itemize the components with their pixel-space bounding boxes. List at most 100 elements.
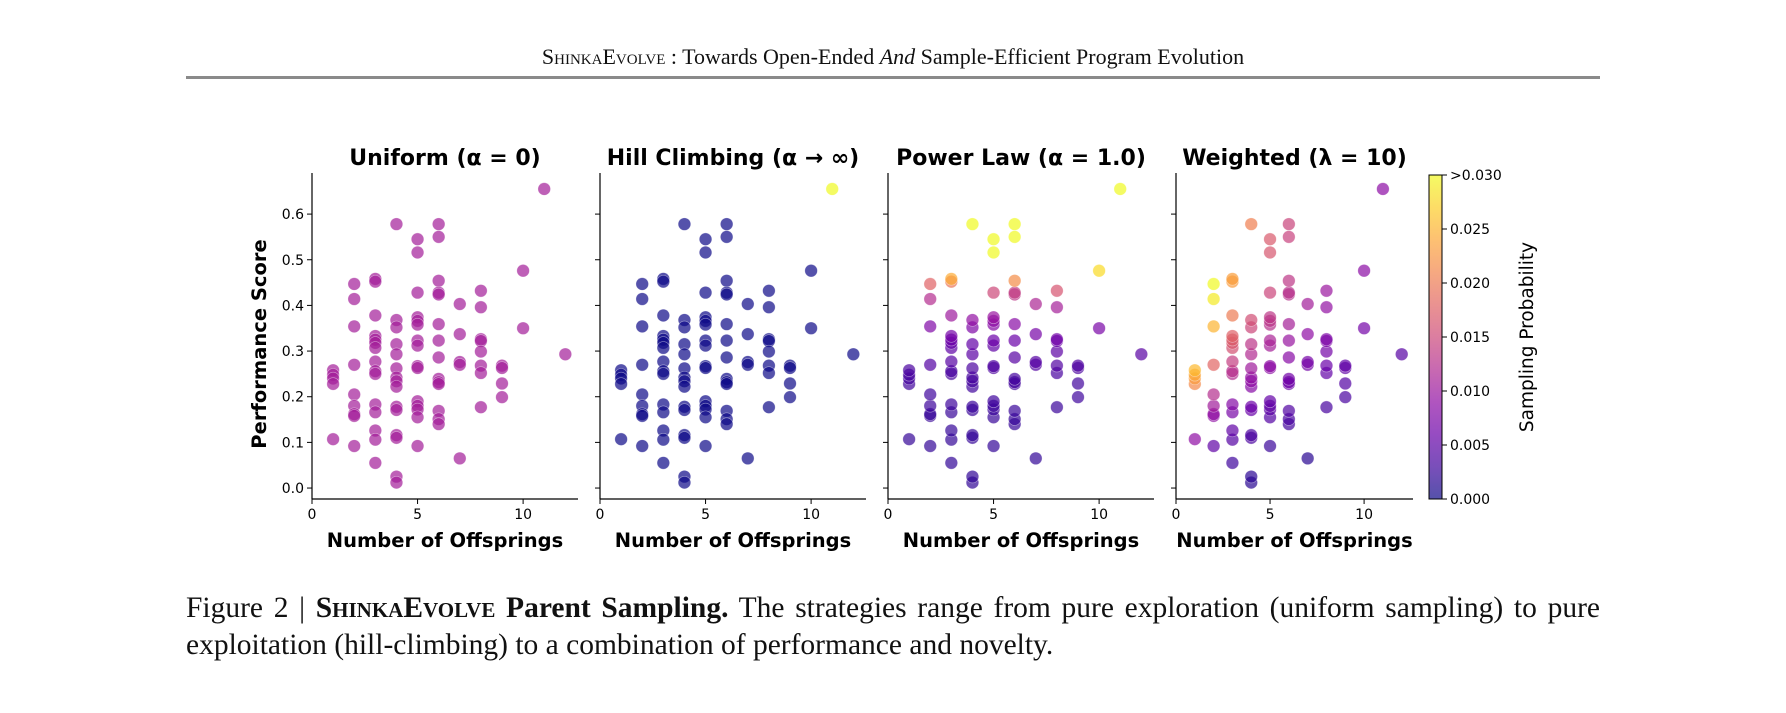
point [720,217,734,231]
point [368,308,382,323]
point [1092,321,1106,335]
y-tick-label: 0.1 [282,435,304,451]
point [410,361,425,375]
point [923,399,937,413]
point [410,439,425,453]
x-axis-label: Number of Offsprings [903,529,1139,552]
point [432,217,446,231]
colorbar-tick-label: 0.020 [1450,276,1490,292]
header-text-1: : Towards Open-Ended [665,44,880,69]
point [741,297,755,311]
point [1207,399,1221,413]
point [1207,358,1221,372]
point [558,347,572,361]
point [453,451,467,465]
y-tick-label: 0.3 [282,344,304,360]
point [1263,232,1277,246]
colorbar-tick-label: 0.000 [1450,492,1490,508]
point [656,405,670,419]
point [1338,376,1352,391]
header-rule [186,76,1600,79]
point [635,358,649,372]
point [656,367,670,381]
point [944,397,958,412]
point [1188,363,1202,377]
point [1050,400,1064,414]
point [1319,332,1334,346]
point [410,286,425,300]
point [1225,354,1240,369]
point [453,327,467,341]
point [1263,439,1277,453]
point [1008,317,1022,331]
colorbar: 0.000 0.005 0.010 0.015 0.020 0.025 >0.030 Samp… [1428,168,1538,508]
point [720,287,734,302]
point [677,403,692,417]
point [677,431,692,445]
point [614,432,628,446]
caption-label: Figure 2 | [186,592,316,624]
point [1225,308,1240,323]
point [495,376,509,391]
point [902,363,916,377]
point [698,232,713,246]
panel-title: Weighted (λ = 10) [1182,146,1407,171]
point [698,317,713,332]
point [1008,286,1022,300]
point [635,409,649,423]
point [1244,337,1258,351]
point [635,277,649,291]
point [453,297,467,311]
point [986,286,1001,300]
point [495,361,509,375]
point [762,366,776,380]
point [1008,217,1022,231]
caption-text: The strategies range from pure explorati… [186,592,1600,661]
x-tick-label: 0 [1172,507,1181,523]
point [1008,274,1022,288]
point [614,377,628,391]
point [1282,286,1296,300]
point [1319,284,1334,298]
x-tick-label: 5 [701,507,710,523]
point [986,333,1001,348]
point [965,470,980,484]
point [1282,217,1296,231]
point [1113,182,1127,196]
point [1282,372,1296,386]
point [965,217,980,231]
point [741,358,755,372]
y-tick-label: 0.2 [282,390,304,406]
point [762,284,776,298]
point [347,409,361,423]
point [1207,277,1221,291]
colorbar-tick-label: 0.005 [1450,438,1490,454]
point [1244,470,1258,484]
x-tick-label: 10 [802,507,820,523]
point [635,292,649,306]
point [1282,274,1296,288]
point [804,321,818,335]
point [1244,428,1258,442]
point [965,400,980,414]
point [986,359,1001,373]
point [1225,272,1240,286]
point [410,317,425,332]
point [986,232,1001,246]
panel-title: Power Law (α = 1.0) [896,146,1146,171]
header-brand: ShinkaEvolve [541,44,666,69]
point [677,347,692,361]
point [656,456,670,470]
point [783,390,797,404]
colorbar-tick-label: >0.030 [1450,168,1502,184]
point [1029,355,1043,369]
point [432,230,446,244]
point [923,292,937,306]
point [944,423,958,438]
point [516,264,530,278]
point [410,410,425,424]
point [986,394,1001,408]
point [432,317,446,331]
point [389,217,404,231]
